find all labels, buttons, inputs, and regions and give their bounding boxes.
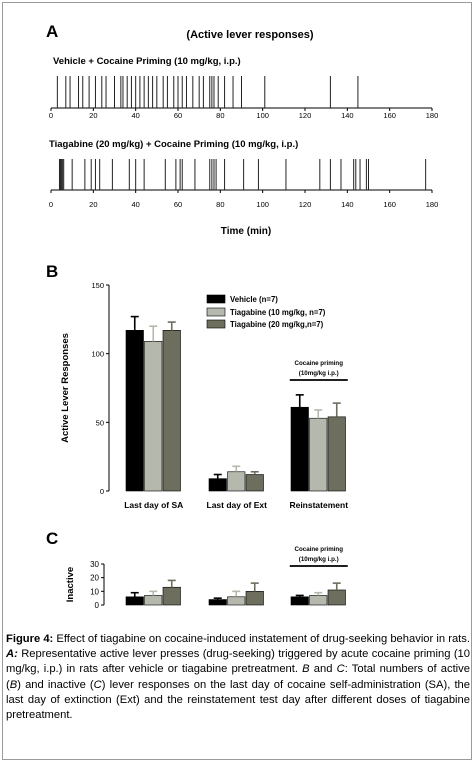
caption-figure-label: Figure 4: (6, 633, 54, 645)
bar-c-ytick-label: 0 (95, 601, 100, 610)
bar-c-ytick-label: 10 (90, 587, 99, 596)
caption-b-ref: B (9, 678, 18, 691)
bar-b-bar (208, 478, 227, 492)
legend-label-3: Tiagabine (20 mg/kg,n=7) (230, 320, 324, 329)
legend-swatch-3 (206, 319, 226, 329)
raster-row-1-xtick-label: 80 (216, 111, 224, 120)
bar-b-bar (245, 474, 264, 492)
raster-row-2-xtick-label: 60 (174, 200, 182, 209)
raster-row-1-xtick-label: 60 (174, 111, 182, 120)
figure-canvas: A (Active lever responses) Vehicle + Cocai… (46, 22, 439, 610)
raster-row-1-xtick-label: 140 (341, 111, 354, 120)
bar-c-bar (227, 596, 246, 606)
bar-c-annotation-line2: (10mg/kg i.p.) (299, 556, 339, 563)
raster-title: (Active lever responses) (186, 29, 314, 41)
caption-bc-text1: : Total numbers of active ( (6, 663, 470, 691)
bar-c-ytick-label: 30 (90, 560, 99, 569)
bar-b-ytick-label: 150 (91, 281, 104, 290)
bar-b-category-label: Last day of SA (124, 500, 183, 510)
bar-b-ytick-label: 50 (96, 418, 104, 427)
raster-row-1-xtick-label: 20 (89, 111, 97, 120)
raster-row-2-xtick-label: 100 (256, 200, 269, 209)
raster-row-2-xtick-label: 140 (341, 200, 354, 209)
bar-b-ylabel: Active Lever Responses (60, 333, 71, 443)
bar-b-category-label: Last day of Ext (207, 500, 268, 510)
bar-c-annotation-line1: Cocaine priming (295, 546, 344, 553)
bar-b-annotation-line2: (10mg/kg i.p.) (299, 370, 339, 377)
caption-title: Effect of tiagabine on cocaine-induced i… (53, 633, 470, 645)
raster-row-1-xtick-label: 100 (256, 111, 269, 120)
panel-a-label: A (46, 22, 58, 41)
panel-b-label: B (46, 262, 58, 281)
bar-c-bar (125, 596, 144, 606)
bar-c-bar (208, 599, 227, 606)
bar-c-bar (309, 595, 328, 606)
bar-b-bar (144, 341, 163, 492)
raster-row-2-xtick-label: 180 (426, 200, 439, 209)
bar-c-bar (327, 589, 346, 606)
caption-a-text: Representative active lever presses (dru… (6, 648, 470, 676)
caption-a-label: A: (6, 648, 18, 661)
bar-b-bar (327, 416, 346, 492)
legend-swatch-1 (206, 294, 226, 304)
figure-caption: Figure 4: Effect of tiagabine on cocaine… (6, 632, 470, 723)
raster-row-2-xtick-label: 20 (89, 200, 97, 209)
caption-c-label: C (336, 663, 345, 676)
raster-row-1-label: Vehicle + Cocaine Priming (10 mg/kg, i.p… (53, 56, 241, 67)
legend-swatch-2 (206, 307, 226, 317)
raster-row-2-xtick-label: 160 (383, 200, 396, 209)
caption-bc-text3: ) lever responses on the last day of coc… (6, 678, 471, 722)
raster-row-2-xtick-label: 0 (49, 200, 53, 209)
bar-b-bar (290, 406, 309, 492)
legend-label-1: Vehicle (n=7) (230, 295, 278, 304)
figure-frame (2, 2, 472, 760)
caption-bc-text2: ) and inactive ( (17, 678, 94, 691)
legend-label-2: Tiagabine (10 mg/kg, n=7) (230, 308, 326, 317)
raster-row-1-xtick-label: 0 (49, 111, 53, 120)
bar-b-annotation-line1: Cocaine priming (295, 360, 344, 367)
raster-row-2-xtick-label: 120 (299, 200, 312, 209)
raster-row-2-xtick-label: 80 (216, 200, 224, 209)
raster-row-1-xtick-label: 180 (426, 111, 439, 120)
raster-row-2-label: Tiagabine (20 mg/kg) + Cocaine Priming (… (49, 139, 298, 150)
bar-c-bar (162, 586, 181, 606)
raster-row-1-xtick-label: 40 (131, 111, 139, 120)
raster-row-2-xtick-label: 40 (131, 200, 139, 209)
bar-c-bar (245, 591, 264, 606)
raster-row-1-xtick-label: 160 (383, 111, 396, 120)
panel-c-label: C (46, 529, 58, 548)
bar-c-ytick-label: 20 (90, 574, 99, 583)
raster-xlabel: Time (min) (221, 226, 271, 237)
bar-b-ytick-label: 0 (100, 487, 104, 496)
bar-c-ylabel: Inactive (65, 567, 76, 602)
caption-and: and (309, 663, 337, 676)
bar-b-bar (162, 330, 181, 492)
bar-c-bar (144, 595, 163, 606)
bar-b-bar (227, 471, 246, 492)
caption-b-label: B (302, 663, 310, 676)
bar-b-category-label: Reinstatement (289, 500, 348, 510)
raster-row-1-xtick-label: 120 (299, 111, 312, 120)
bar-b-bar (125, 330, 144, 492)
caption-c-ref: C (93, 678, 102, 691)
bar-b-bar (309, 417, 328, 492)
bar-b-ytick-label: 100 (91, 350, 104, 359)
bar-c-bar (290, 596, 309, 606)
